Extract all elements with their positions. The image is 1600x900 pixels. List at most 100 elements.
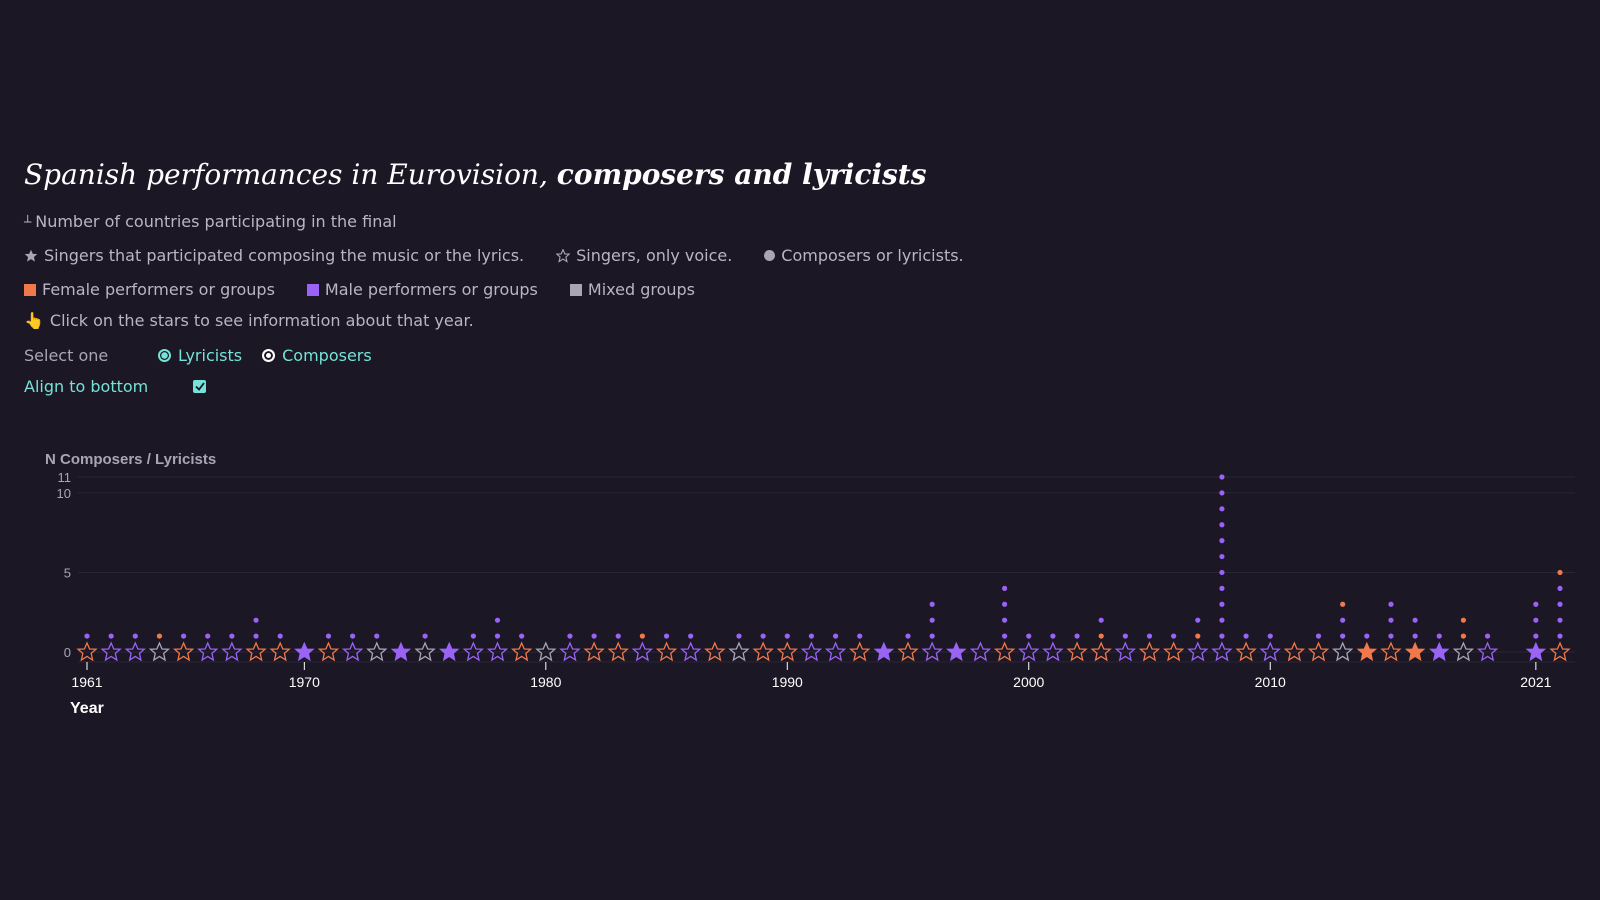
- star-icon[interactable]: [776, 641, 798, 662]
- star-1997[interactable]: [946, 641, 967, 662]
- star-1979[interactable]: [510, 641, 533, 662]
- star-1993[interactable]: [849, 641, 871, 662]
- star-icon[interactable]: [510, 641, 533, 662]
- star-2007[interactable]: [1187, 641, 1209, 662]
- star-1985[interactable]: [655, 641, 678, 662]
- star-icon[interactable]: [1114, 641, 1137, 662]
- star-icon[interactable]: [1162, 641, 1185, 662]
- star-icon[interactable]: [1235, 641, 1257, 662]
- star-2014[interactable]: [1356, 641, 1378, 662]
- radio-lyricists-circle[interactable]: [158, 349, 171, 362]
- star-2004[interactable]: [1114, 641, 1137, 662]
- star-2019[interactable]: [1476, 641, 1499, 662]
- star-2000[interactable]: [1018, 641, 1040, 662]
- star-2016[interactable]: [1404, 641, 1426, 662]
- star-1983[interactable]: [607, 641, 629, 662]
- star-icon[interactable]: [993, 641, 1016, 662]
- star-icon[interactable]: [728, 641, 750, 662]
- star-2022[interactable]: [1549, 641, 1571, 662]
- star-2001[interactable]: [1042, 641, 1064, 662]
- star-icon[interactable]: [124, 641, 146, 662]
- star-1980[interactable]: [535, 641, 557, 662]
- star-icon[interactable]: [1332, 641, 1354, 662]
- star-icon[interactable]: [631, 641, 654, 662]
- star-1984[interactable]: [631, 641, 654, 662]
- star-icon[interactable]: [341, 641, 364, 662]
- star-icon[interactable]: [1042, 641, 1064, 662]
- radio-lyricists-label[interactable]: Lyricists: [178, 346, 243, 365]
- star-1970[interactable]: [294, 641, 315, 662]
- star-icon[interactable]: [1476, 641, 1499, 662]
- star-icon[interactable]: [535, 641, 557, 662]
- star-1999[interactable]: [993, 641, 1016, 662]
- star-icon[interactable]: [366, 641, 388, 662]
- star-icon[interactable]: [1259, 641, 1281, 662]
- star-1998[interactable]: [969, 641, 992, 662]
- star-2005[interactable]: [1138, 641, 1161, 662]
- star-icon[interactable]: [294, 641, 315, 662]
- star-1973[interactable]: [366, 641, 388, 662]
- star-1974[interactable]: [390, 641, 412, 662]
- star-2011[interactable]: [1283, 641, 1306, 662]
- star-1968[interactable]: [245, 641, 267, 662]
- star-2010[interactable]: [1259, 641, 1281, 662]
- star-1992[interactable]: [824, 641, 847, 662]
- star-icon[interactable]: [752, 641, 774, 662]
- star-2021[interactable]: [1525, 641, 1547, 662]
- star-icon[interactable]: [946, 641, 967, 662]
- star-1987[interactable]: [704, 641, 726, 662]
- star-icon[interactable]: [655, 641, 678, 662]
- star-icon[interactable]: [462, 641, 485, 662]
- star-1962[interactable]: [100, 641, 122, 662]
- star-1965[interactable]: [172, 641, 195, 662]
- star-icon[interactable]: [414, 641, 436, 662]
- star-2017[interactable]: [1428, 641, 1450, 662]
- star-icon[interactable]: [390, 641, 412, 662]
- star-icon[interactable]: [1090, 641, 1112, 662]
- star-icon[interactable]: [1356, 641, 1378, 662]
- star-1975[interactable]: [414, 641, 436, 662]
- star-icon[interactable]: [921, 641, 943, 662]
- star-icon[interactable]: [1380, 641, 1402, 662]
- star-icon[interactable]: [897, 641, 919, 662]
- star-1961[interactable]: [76, 641, 98, 662]
- star-1977[interactable]: [462, 641, 485, 662]
- star-1963[interactable]: [124, 641, 146, 662]
- star-icon[interactable]: [1404, 641, 1426, 662]
- star-2003[interactable]: [1090, 641, 1112, 662]
- star-icon[interactable]: [583, 641, 605, 662]
- star-icon[interactable]: [680, 641, 702, 662]
- star-1986[interactable]: [680, 641, 702, 662]
- star-icon[interactable]: [1452, 641, 1475, 662]
- star-icon[interactable]: [1307, 641, 1330, 662]
- star-icon[interactable]: [704, 641, 726, 662]
- star-icon[interactable]: [1066, 641, 1088, 662]
- star-1981[interactable]: [559, 641, 581, 662]
- star-2002[interactable]: [1066, 641, 1088, 662]
- star-icon[interactable]: [1549, 641, 1571, 662]
- star-1967[interactable]: [221, 641, 243, 662]
- star-icon[interactable]: [969, 641, 992, 662]
- star-icon[interactable]: [100, 641, 122, 662]
- star-1966[interactable]: [197, 641, 219, 662]
- star-1988[interactable]: [728, 641, 750, 662]
- star-icon[interactable]: [1211, 641, 1233, 662]
- radio-lyricists[interactable]: Lyricists: [158, 346, 242, 365]
- star-icon[interactable]: [607, 641, 629, 662]
- star-icon[interactable]: [800, 641, 823, 662]
- star-icon[interactable]: [1187, 641, 1209, 662]
- star-2012[interactable]: [1307, 641, 1330, 662]
- star-icon[interactable]: [1283, 641, 1306, 662]
- star-1994[interactable]: [873, 641, 895, 662]
- star-2018[interactable]: [1452, 641, 1475, 662]
- star-1971[interactable]: [317, 641, 340, 662]
- star-icon[interactable]: [148, 641, 171, 662]
- star-1990[interactable]: [776, 641, 798, 662]
- star-icon[interactable]: [1138, 641, 1161, 662]
- star-icon[interactable]: [1428, 641, 1450, 662]
- radio-composers[interactable]: Composers: [262, 346, 372, 365]
- star-1991[interactable]: [800, 641, 823, 662]
- star-2006[interactable]: [1162, 641, 1185, 662]
- radio-composers-circle[interactable]: [262, 349, 276, 362]
- star-icon[interactable]: [438, 641, 460, 662]
